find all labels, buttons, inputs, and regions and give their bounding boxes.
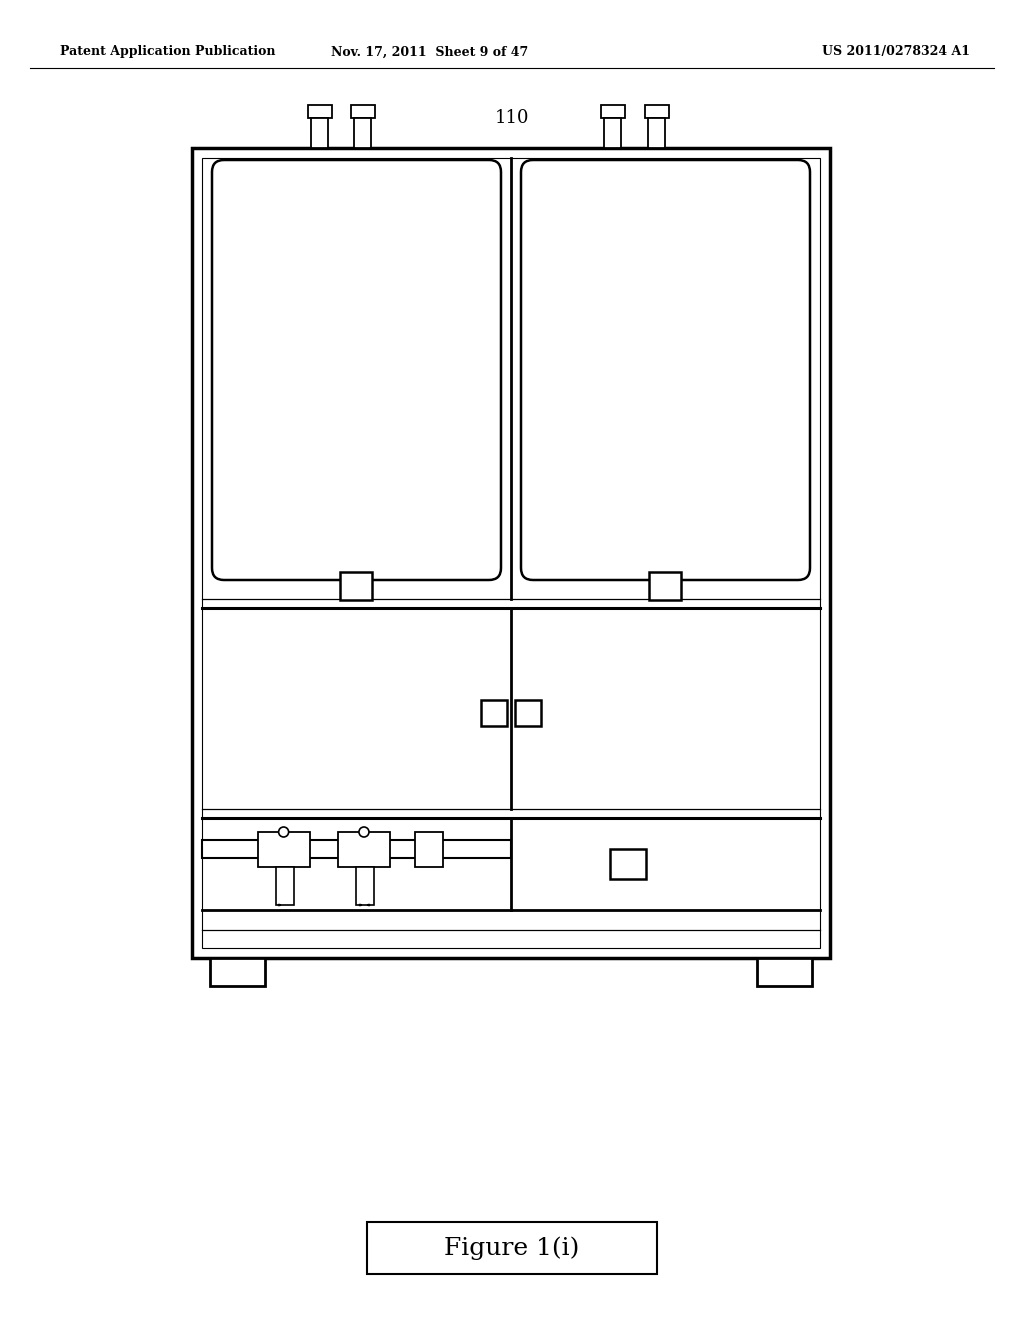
Bar bbox=[481, 700, 507, 726]
FancyBboxPatch shape bbox=[521, 160, 810, 579]
Bar bbox=[202, 840, 511, 858]
Bar bbox=[515, 700, 541, 726]
Bar bbox=[610, 849, 646, 879]
Bar bbox=[210, 958, 265, 986]
Bar bbox=[604, 117, 621, 148]
Text: 110: 110 bbox=[495, 110, 529, 127]
Text: Patent Application Publication: Patent Application Publication bbox=[60, 45, 275, 58]
Bar bbox=[193, 148, 830, 958]
Bar bbox=[311, 117, 328, 148]
FancyBboxPatch shape bbox=[212, 160, 501, 579]
Bar bbox=[202, 158, 820, 948]
Bar bbox=[367, 1222, 657, 1274]
Bar bbox=[351, 106, 375, 117]
Bar bbox=[258, 832, 309, 867]
Bar bbox=[601, 106, 625, 117]
Bar bbox=[275, 867, 294, 906]
Bar bbox=[645, 106, 669, 117]
Text: Nov. 17, 2011  Sheet 9 of 47: Nov. 17, 2011 Sheet 9 of 47 bbox=[332, 45, 528, 58]
Bar bbox=[757, 958, 812, 986]
Bar bbox=[340, 572, 372, 601]
Text: US 2011/0278324 A1: US 2011/0278324 A1 bbox=[822, 45, 970, 58]
Circle shape bbox=[279, 828, 289, 837]
Text: Figure 1(i): Figure 1(i) bbox=[444, 1237, 580, 1259]
Bar bbox=[648, 117, 665, 148]
Bar bbox=[308, 106, 332, 117]
Bar bbox=[354, 117, 371, 148]
Bar bbox=[356, 867, 374, 906]
Bar bbox=[649, 572, 681, 601]
Circle shape bbox=[359, 828, 369, 837]
Bar bbox=[338, 832, 390, 867]
Bar bbox=[415, 832, 443, 867]
